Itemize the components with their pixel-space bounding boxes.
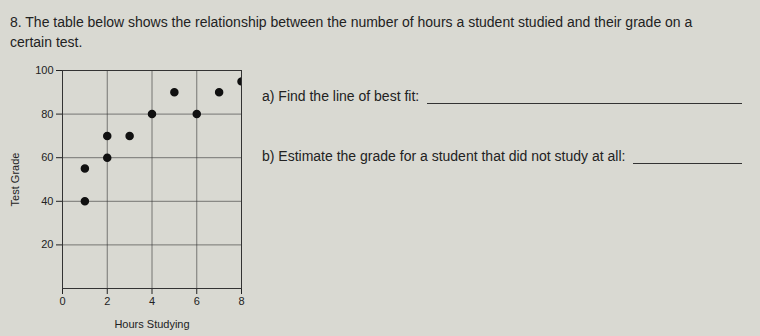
svg-text:8: 8 [238,295,244,307]
svg-text:Test Grade: Test Grade [9,153,21,207]
svg-text:6: 6 [194,295,200,307]
html-text:b) Estimate the grade for a st: b) Estimate the grade for a student that… [262,148,626,164]
svg-text:0: 0 [59,295,65,307]
svg-text:4: 4 [149,295,155,307]
html-text:a) Find the line of best fit:: a) Find the line of best fit: [262,88,420,104]
svg-text:60: 60 [41,151,53,163]
svg-text:20: 20 [41,238,53,250]
svg-text:40: 40 [41,195,53,207]
svg-text:100: 100 [35,64,53,76]
html-text:8. The table below shows the r: 8. The table below shows the relationshi… [10,14,693,50]
svg-text:Hours Studying: Hours Studying [114,318,189,330]
svg-text:2: 2 [104,295,110,307]
svg-text:80: 80 [41,108,53,120]
